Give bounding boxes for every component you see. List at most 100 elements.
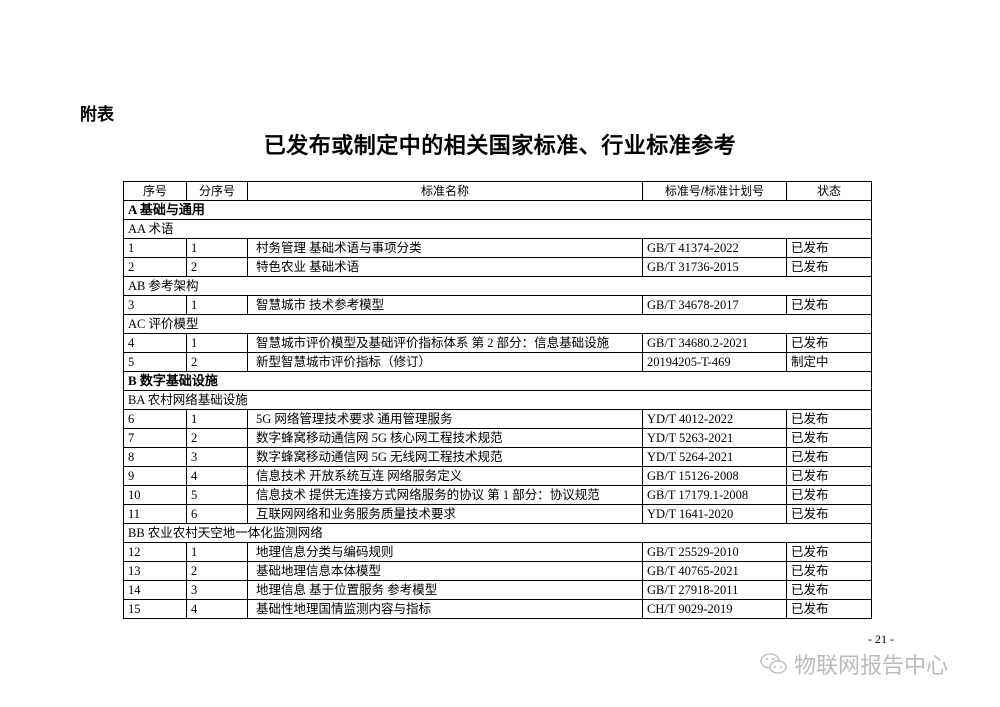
row-standard-name: 地理信息 基于位置服务 参考模型: [247, 580, 643, 600]
row-standard-name: 特色农业 基础术语: [247, 257, 643, 277]
row-status: 已发布: [786, 295, 872, 315]
table-row: 8 3 数字蜂窝移动通信网 5G 无线网工程技术规范 YD/T 5264-2021 已发…: [123, 447, 872, 467]
row-sub-index: 1: [186, 295, 248, 315]
subcategory-label: BB 农业农村天空地一体化监测网络: [123, 523, 872, 543]
table-row: 14 3 地理信息 基于位置服务 参考模型 GB/T 27918-2011 已发布: [123, 580, 872, 600]
row-standard-number: GB/T 25529-2010: [642, 542, 787, 562]
row-standard-number: GB/T 15126-2008: [642, 466, 787, 486]
row-sub-index: 3: [186, 447, 248, 467]
row-sub-index: 3: [186, 580, 248, 600]
header-sub-index: 分序号: [186, 181, 248, 201]
row-index: 10: [123, 485, 187, 505]
row-status: 已发布: [786, 333, 872, 353]
table-row: 13 2 基础地理信息本体模型 GB/T 40765-2021 已发布: [123, 561, 872, 581]
row-index: 5: [123, 352, 187, 372]
row-sub-index: 2: [186, 428, 248, 448]
row-standard-name: 5G 网络管理技术要求 通用管理服务: [247, 409, 643, 429]
row-status: 已发布: [786, 257, 872, 277]
row-index: 8: [123, 447, 187, 467]
table-row: 2 2 特色农业 基础术语 GB/T 31736-2015 已发布: [123, 257, 872, 277]
row-standard-number: YD/T 5264-2021: [642, 447, 787, 467]
row-sub-index: 4: [186, 599, 248, 619]
row-status: 已发布: [786, 238, 872, 258]
row-status: 制定中: [786, 352, 872, 372]
row-standard-name: 互联网网络和业务服务质量技术要求: [247, 504, 643, 524]
table-row: 6 1 5G 网络管理技术要求 通用管理服务 YD/T 4012-2022 已发布: [123, 409, 872, 429]
row-status: 已发布: [786, 466, 872, 486]
row-status: 已发布: [786, 447, 872, 467]
row-sub-index: 2: [186, 257, 248, 277]
row-standard-name: 数字蜂窝移动通信网 5G 无线网工程技术规范: [247, 447, 643, 467]
row-index: 3: [123, 295, 187, 315]
row-sub-index: 1: [186, 238, 248, 258]
row-status: 已发布: [786, 409, 872, 429]
category-row: A 基础与通用: [123, 200, 872, 220]
page-title: 已发布或制定中的相关国家标准、行业标准参考: [263, 133, 737, 158]
row-standard-name: 智慧城市评价模型及基础评价指标体系 第 2 部分：信息基础设施: [247, 333, 643, 353]
table-row: 4 1 智慧城市评价模型及基础评价指标体系 第 2 部分：信息基础设施 GB/T 34…: [123, 333, 872, 353]
header-status: 状态: [786, 181, 872, 201]
subcategory-row: BA 农村网络基础设施: [123, 390, 872, 410]
table-row: 9 4 信息技术 开放系统互连 网络服务定义 GB/T 15126-2008 已发布: [123, 466, 872, 486]
row-index: 6: [123, 409, 187, 429]
row-standard-name: 数字蜂窝移动通信网 5G 核心网工程技术规范: [247, 428, 643, 448]
table-row: 7 2 数字蜂窝移动通信网 5G 核心网工程技术规范 YD/T 5263-2021 已发…: [123, 428, 872, 448]
row-standard-name: 基础性地理国情监测内容与指标: [247, 599, 643, 619]
row-standard-name: 地理信息分类与编码规则: [247, 542, 643, 562]
row-standard-number: GB/T 31736-2015: [642, 257, 787, 277]
row-standard-number: GB/T 40765-2021: [642, 561, 787, 581]
row-standard-name: 智慧城市 技术参考模型: [247, 295, 643, 315]
row-sub-index: 2: [186, 352, 248, 372]
subcategory-label: BA 农村网络基础设施: [123, 390, 872, 410]
row-standard-name: 村务管理 基础术语与事项分类: [247, 238, 643, 258]
row-standard-number: GB/T 34680.2-2021: [642, 333, 787, 353]
subcategory-label: AB 参考架构: [123, 276, 872, 296]
row-index: 14: [123, 580, 187, 600]
row-standard-number: YD/T 5263-2021: [642, 428, 787, 448]
row-standard-name: 信息技术 开放系统互连 网络服务定义: [247, 466, 643, 486]
row-standard-number: 20194205-T-469: [642, 352, 787, 372]
category-row: B 数字基础设施: [123, 371, 872, 391]
row-index: 2: [123, 257, 187, 277]
row-standard-number: YD/T 1641-2020: [642, 504, 787, 524]
subcategory-label: AC 评价模型: [123, 314, 872, 334]
table-row: 5 2 新型智慧城市评价指标（修订） 20194205-T-469 制定中: [123, 352, 872, 372]
row-standard-number: GB/T 27918-2011: [642, 580, 787, 600]
row-index: 15: [123, 599, 187, 619]
row-standard-number: GB/T 41374-2022: [642, 238, 787, 258]
row-sub-index: 1: [186, 333, 248, 353]
table-row: 15 4 基础性地理国情监测内容与指标 CH/T 9029-2019 已发布: [123, 599, 872, 619]
header-standard-name: 标准名称: [247, 181, 643, 201]
row-sub-index: 2: [186, 561, 248, 581]
row-status: 已发布: [786, 428, 872, 448]
row-standard-number: CH/T 9029-2019: [642, 599, 787, 619]
row-index: 7: [123, 428, 187, 448]
row-index: 4: [123, 333, 187, 353]
row-status: 已发布: [786, 485, 872, 505]
appendix-label: 附表: [80, 105, 114, 124]
row-standard-name: 信息技术 提供无连接方式网络服务的协议 第 1 部分：协议规范: [247, 485, 643, 505]
category-label: B 数字基础设施: [123, 371, 872, 391]
row-standard-number: GB/T 17179.1-2008: [642, 485, 787, 505]
watermark-text: 物联网报告中心: [794, 654, 949, 679]
page-number: - 21 -: [868, 632, 894, 646]
table-row: 1 1 村务管理 基础术语与事项分类 GB/T 41374-2022 已发布: [123, 238, 872, 258]
row-status: 已发布: [786, 561, 872, 581]
row-standard-name: 基础地理信息本体模型: [247, 561, 643, 581]
row-index: 1: [123, 238, 187, 258]
row-index: 11: [123, 504, 187, 524]
row-status: 已发布: [786, 599, 872, 619]
row-status: 已发布: [786, 504, 872, 524]
subcategory-row: BB 农业农村天空地一体化监测网络: [123, 523, 872, 543]
row-status: 已发布: [786, 542, 872, 562]
row-index: 13: [123, 561, 187, 581]
wechat-icon: [760, 653, 787, 674]
standards-table: 序号 分序号 标准名称 标准号/标准计划号 状态 A 基础与通用 AA 术语 1 1 村…: [123, 181, 872, 619]
row-standard-number: GB/T 34678-2017: [642, 295, 787, 315]
row-status: 已发布: [786, 580, 872, 600]
table-header: 序号 分序号 标准名称 标准号/标准计划号 状态: [123, 181, 872, 201]
row-sub-index: 5: [186, 485, 248, 505]
row-sub-index: 4: [186, 466, 248, 486]
row-index: 12: [123, 542, 187, 562]
row-standard-name: 新型智慧城市评价指标（修订）: [247, 352, 643, 372]
